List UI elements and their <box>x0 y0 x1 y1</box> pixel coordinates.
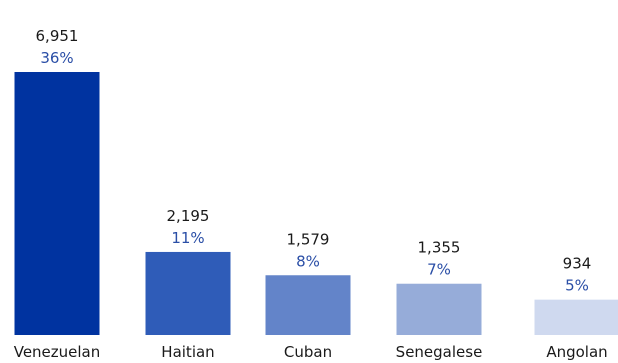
bar-venezuelan <box>14 72 100 335</box>
value-label-haitian: 2,195 <box>167 207 210 225</box>
category-label-senegalese: Senegalese <box>396 343 483 361</box>
percent-label-venezuelan: 36% <box>40 49 73 67</box>
category-label-cuban: Cuban <box>284 343 332 361</box>
bar-haitian <box>145 251 231 335</box>
bar-cuban <box>265 275 351 335</box>
labels-layer: 6,951 36% 2,195 11% 1,579 8% 1,355 7% 934 5% <box>36 27 592 295</box>
category-label-angolan: Angolan <box>546 343 607 361</box>
bars-layer <box>14 72 618 335</box>
category-labels-layer: Venezuelan Haitian Cuban Senegalese Angolan <box>14 343 608 361</box>
value-label-senegalese: 1,355 <box>418 239 461 257</box>
percent-label-cuban: 8% <box>296 252 320 270</box>
category-label-haitian: Haitian <box>161 343 214 361</box>
value-label-cuban: 1,579 <box>287 230 330 248</box>
category-label-venezuelan: Venezuelan <box>14 343 101 361</box>
percent-label-angolan: 5% <box>565 277 589 295</box>
value-label-angolan: 934 <box>563 255 592 273</box>
percent-label-haitian: 11% <box>171 229 204 247</box>
bar-angolan <box>534 299 618 335</box>
percent-label-senegalese: 7% <box>427 261 451 279</box>
bar-senegalese <box>396 283 482 335</box>
value-label-venezuelan: 6,951 <box>36 27 79 45</box>
